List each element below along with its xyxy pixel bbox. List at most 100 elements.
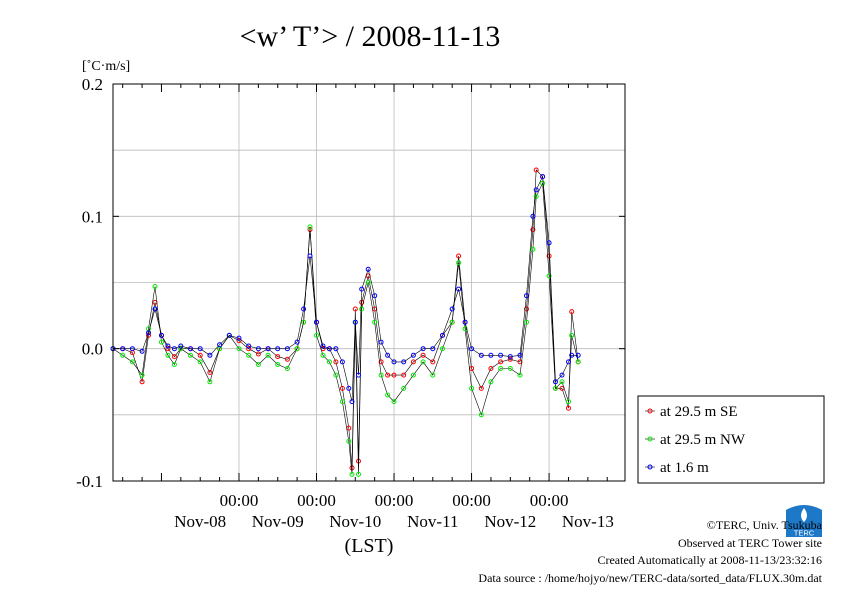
data-point — [333, 359, 339, 365]
x-tick-label: 00:00 — [452, 491, 491, 510]
data-point — [301, 319, 307, 325]
data-point — [507, 366, 513, 371]
data-point — [410, 359, 416, 365]
data-point — [359, 306, 365, 312]
data-point — [139, 372, 145, 378]
chart-title: <w’ T’> / 2008-11-13 — [240, 20, 501, 53]
data-point — [188, 346, 193, 352]
data-point — [352, 319, 358, 325]
x-date-label: Nov-10 — [329, 512, 381, 531]
data-point — [430, 346, 436, 352]
data-point — [410, 352, 416, 358]
data-point — [420, 352, 426, 358]
data-point — [462, 326, 468, 332]
data-point — [401, 385, 407, 391]
data-point — [449, 306, 455, 312]
legend-marker — [647, 408, 653, 414]
y-axis-label: [˚C·m/s] — [82, 59, 130, 74]
data-point — [488, 352, 494, 358]
data-point — [488, 366, 494, 371]
data-point — [217, 342, 223, 348]
data-point — [320, 352, 326, 358]
data-point — [385, 352, 391, 358]
y-tick-label: 0.2 — [82, 75, 103, 94]
data-point — [207, 352, 213, 358]
data-point — [569, 352, 575, 358]
data-point — [566, 399, 571, 405]
data-point — [326, 346, 332, 352]
data-point — [246, 346, 252, 352]
data-point — [469, 346, 475, 352]
data-point — [356, 372, 361, 378]
data-point — [226, 332, 232, 338]
data-point — [284, 346, 290, 352]
data-point — [391, 359, 397, 365]
series-2 — [110, 180, 581, 477]
data-point — [559, 379, 565, 385]
data-point — [440, 332, 445, 338]
x-date-label: Nov-13 — [562, 512, 614, 531]
data-point — [507, 356, 513, 362]
logo-text: TERC — [794, 529, 815, 538]
data-point — [255, 362, 261, 367]
terc-logo-icon: TERC — [784, 502, 824, 538]
data-point — [171, 346, 177, 352]
data-point — [517, 372, 523, 378]
data-point — [359, 286, 365, 292]
data-point — [197, 346, 203, 352]
data-point — [553, 385, 558, 391]
data-point — [197, 359, 203, 365]
source-text: Data source : /home/hojyo/new/TERC-data/… — [478, 570, 822, 585]
data-point — [197, 352, 203, 358]
x-date-label: Nov-08 — [174, 512, 226, 531]
data-point — [553, 379, 558, 385]
data-point — [284, 356, 290, 362]
data-point — [365, 280, 371, 285]
data-point — [546, 253, 552, 259]
data-point — [333, 372, 339, 378]
data-point — [120, 346, 126, 352]
data-point — [339, 399, 345, 405]
data-point — [456, 286, 462, 292]
data-point — [165, 343, 171, 349]
data-point — [339, 385, 345, 391]
data-point — [352, 306, 358, 312]
legend-marker — [647, 464, 653, 470]
data-point — [456, 260, 462, 266]
data-point — [575, 352, 581, 358]
data-point — [346, 385, 352, 391]
data-point — [498, 352, 504, 358]
data-point — [314, 332, 319, 338]
data-point — [401, 372, 407, 378]
data-point — [294, 339, 300, 345]
data-point — [569, 309, 575, 315]
data-point — [275, 346, 281, 352]
legend: at 29.5 m SE at 29.5 m NW at 1.6 m — [637, 395, 825, 484]
data-point — [284, 366, 290, 371]
data-point — [524, 293, 529, 299]
data-point — [507, 354, 513, 360]
data-point — [385, 372, 391, 378]
data-point — [152, 306, 158, 312]
x-tick-label: 00:00 — [375, 491, 414, 510]
series-line — [113, 169, 579, 468]
credits: ©TERC, Univ. Tsukuba Observed at TERC To… — [478, 517, 822, 587]
x-tick-label: 00:00 — [297, 491, 336, 510]
data-point — [478, 412, 484, 418]
data-point — [159, 339, 164, 345]
data-point — [207, 379, 213, 385]
data-point — [533, 194, 539, 199]
legend-label: at 29.5 m NW — [660, 432, 746, 448]
data-point — [246, 343, 252, 349]
observed-text: Observed at TERC Tower site — [677, 535, 822, 550]
data-point — [540, 180, 546, 186]
data-point — [378, 339, 384, 345]
data-point — [171, 362, 177, 367]
data-point — [546, 273, 552, 279]
data-point — [301, 306, 307, 312]
data-point — [152, 284, 158, 289]
data-point — [339, 359, 345, 365]
data-point — [159, 332, 164, 338]
data-point — [488, 379, 494, 385]
data-point — [346, 438, 352, 444]
